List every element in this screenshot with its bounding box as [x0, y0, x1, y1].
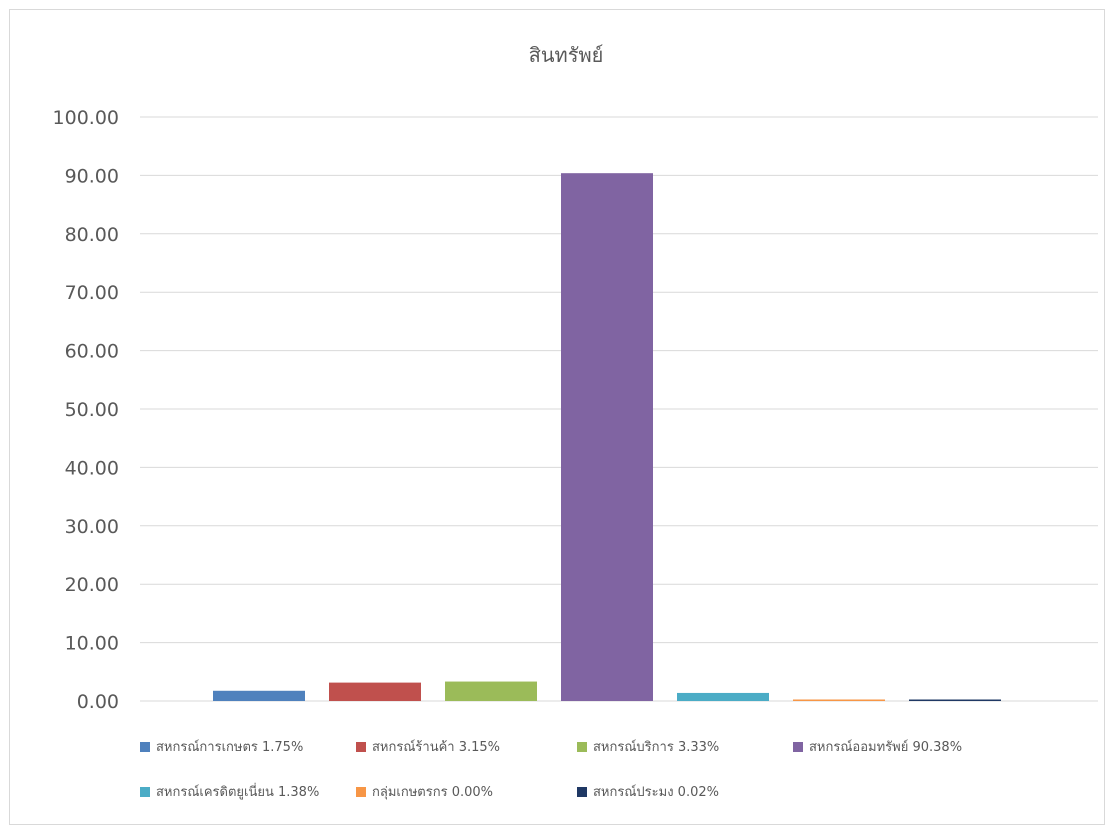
- bar-4: [677, 692, 769, 701]
- bar-3: [561, 173, 653, 702]
- legend-swatch: [140, 741, 150, 752]
- y-tick-label: 80.00: [65, 224, 119, 246]
- legend-label: สหกรณ์การเกษตร 1.75%: [156, 740, 304, 755]
- chart-title: สินทรัพย์: [529, 43, 604, 67]
- legend-swatch: [356, 741, 366, 752]
- legend-label: สหกรณ์ร้านค้า 3.15%: [372, 740, 501, 755]
- bar-2: [445, 681, 537, 701]
- legend-item: กลุ่มเกษตรกร 0.00%: [356, 781, 493, 802]
- y-tick-label: 60.00: [65, 341, 119, 363]
- legend-item: สหกรณ์ออมทรัพย์ 90.38%: [793, 736, 962, 757]
- bar-5: [793, 699, 885, 701]
- chart-frame: [9, 9, 1105, 825]
- legend-item: สหกรณ์ประมง 0.02%: [577, 781, 719, 802]
- bars: [213, 173, 1001, 702]
- legend-label: สหกรณ์เครดิตยูเนี่ยน 1.38%: [156, 785, 320, 800]
- legend-item: สหกรณ์การเกษตร 1.75%: [140, 736, 303, 757]
- legend-swatch: [793, 741, 803, 752]
- legend-label: กลุ่มเกษตรกร 0.00%: [372, 785, 493, 800]
- y-tick-label: 50.00: [65, 399, 119, 421]
- legend-swatch: [140, 786, 150, 797]
- y-tick-label: 70.00: [65, 282, 119, 304]
- y-axis: 0.00 10.00 20.00 30.00 40.00 50.00 60.00 70.00 8…: [53, 107, 119, 713]
- bar-0: [213, 690, 305, 701]
- legend-item: สหกรณ์ร้านค้า 3.15%: [356, 736, 500, 757]
- legend-item: สหกรณ์บริการ 3.33%: [577, 736, 719, 757]
- legend-swatch: [577, 741, 587, 752]
- bar-1: [329, 682, 421, 701]
- legend-label: สหกรณ์บริการ 3.33%: [593, 740, 720, 755]
- y-tick-label: 0.00: [77, 691, 119, 713]
- y-tick-label: 100.00: [53, 107, 119, 129]
- y-tick-label: 40.00: [65, 457, 119, 479]
- y-tick-label: 10.00: [65, 633, 119, 655]
- legend-label: สหกรณ์ประมง 0.02%: [593, 785, 719, 800]
- legend-label: สหกรณ์ออมทรัพย์ 90.38%: [809, 740, 963, 755]
- y-tick-label: 90.00: [65, 165, 119, 187]
- y-tick-label: 20.00: [65, 574, 119, 596]
- y-tick-label: 30.00: [65, 516, 119, 538]
- bar-6: [909, 699, 1001, 701]
- legend-item: สหกรณ์เครดิตยูเนี่ยน 1.38%: [140, 781, 319, 802]
- legend-swatch: [577, 786, 587, 797]
- legend-swatch: [356, 786, 366, 797]
